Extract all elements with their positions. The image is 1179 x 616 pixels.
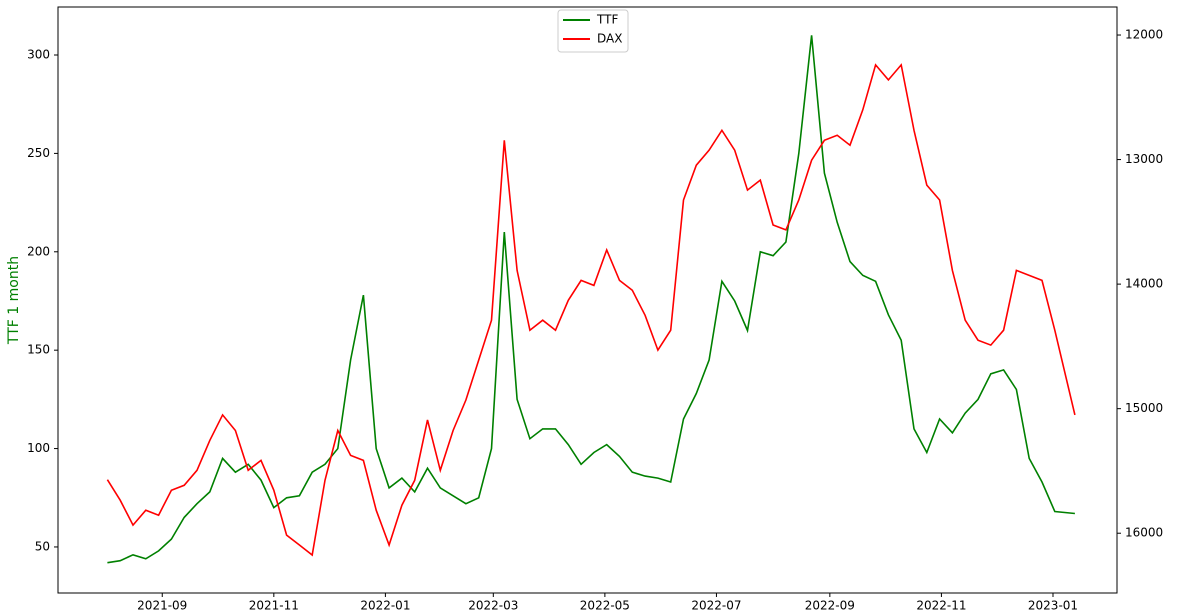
plot-frame [57,6,1118,594]
y-axis-label: TTF 1 month [6,256,22,345]
y2-tick-label: 16000 [1125,526,1163,540]
y-tick-label: 150 [27,343,50,357]
series-line [106,63,1076,557]
y2-tick-label: 15000 [1125,401,1163,415]
x-tick-label: 2022-01 [360,599,410,613]
x-tick-label: 2022-09 [805,599,855,613]
x-tick-label: 2022-07 [691,599,741,613]
y2-tick-label: 14000 [1125,277,1163,291]
legend-label: DAX [597,32,622,46]
y-tick-label: 300 [27,48,50,62]
x-tick-label: 2021-11 [249,599,299,613]
x-tick-label: 2022-03 [468,599,518,613]
series-line [107,35,1075,564]
y2-tick-label: 12000 [1125,28,1163,42]
y-tick-label: 50 [35,539,50,553]
y2-tick-label: 13000 [1125,152,1163,166]
y-tick-label: 100 [27,441,50,455]
x-tick-label: 2022-11 [916,599,966,613]
y-tick-label: 200 [27,244,50,258]
x-tick-label: 2022-05 [580,599,630,613]
x-tick-label: 2021-09 [137,599,187,613]
y-tick-label: 250 [27,146,50,160]
x-tick-label: 2023-01 [1028,599,1078,613]
legend-label: TTF [596,13,618,27]
